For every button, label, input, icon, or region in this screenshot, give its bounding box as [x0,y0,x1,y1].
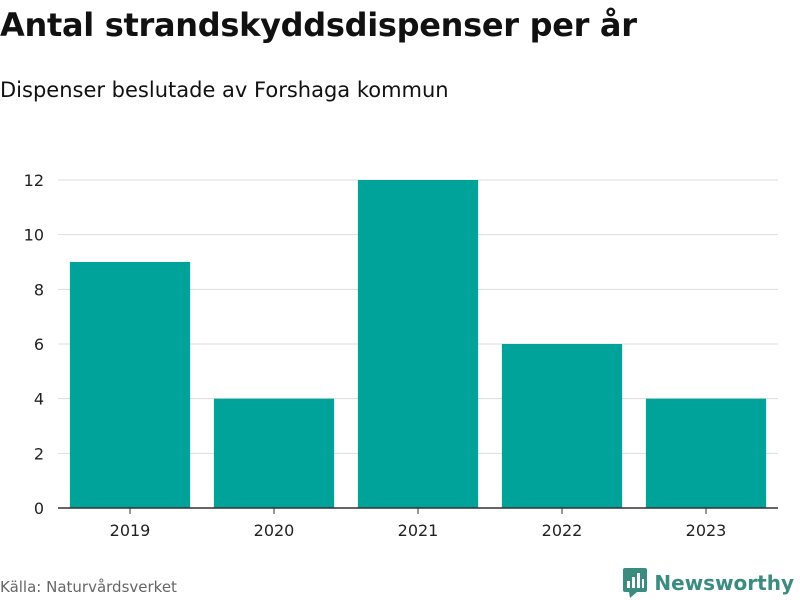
y-tick-label: 0 [34,499,44,518]
x-tick-label: 2022 [542,521,583,540]
y-tick-label: 4 [34,390,44,409]
bar-2022 [501,344,623,508]
bars [69,180,767,508]
x-tick-label: 2021 [398,521,439,540]
bar-2021 [357,180,479,508]
x-tick-label: 2019 [110,521,151,540]
brand-logo: Newsworthy [623,568,794,598]
newsworthy-logo-icon [623,568,648,598]
y-tick-label: 2 [34,444,44,463]
axes: 0 2 4 6 8 10 12 2019 2020 2021 2022 2023 [24,171,778,540]
bar-2019 [69,262,191,508]
y-tick-label: 6 [34,335,44,354]
y-tick-label: 12 [24,171,44,190]
bar-2020 [213,398,335,508]
source-note: Källa: Naturvårdsverket [0,578,177,596]
bar-2023 [645,398,767,508]
chart-subtitle: Dispenser beslutade av Forshaga kommun [0,78,449,102]
brand-name: Newsworthy [654,571,794,595]
y-tick-label: 10 [24,226,44,245]
y-tick-label: 8 [34,280,44,299]
chart-title: Antal strandskyddsdispenser per år [0,6,637,44]
x-tick-label: 2023 [686,521,727,540]
bar-chart: 0 2 4 6 8 10 12 2019 2020 2021 2022 2023 [24,171,778,540]
x-tick-label: 2020 [254,521,295,540]
